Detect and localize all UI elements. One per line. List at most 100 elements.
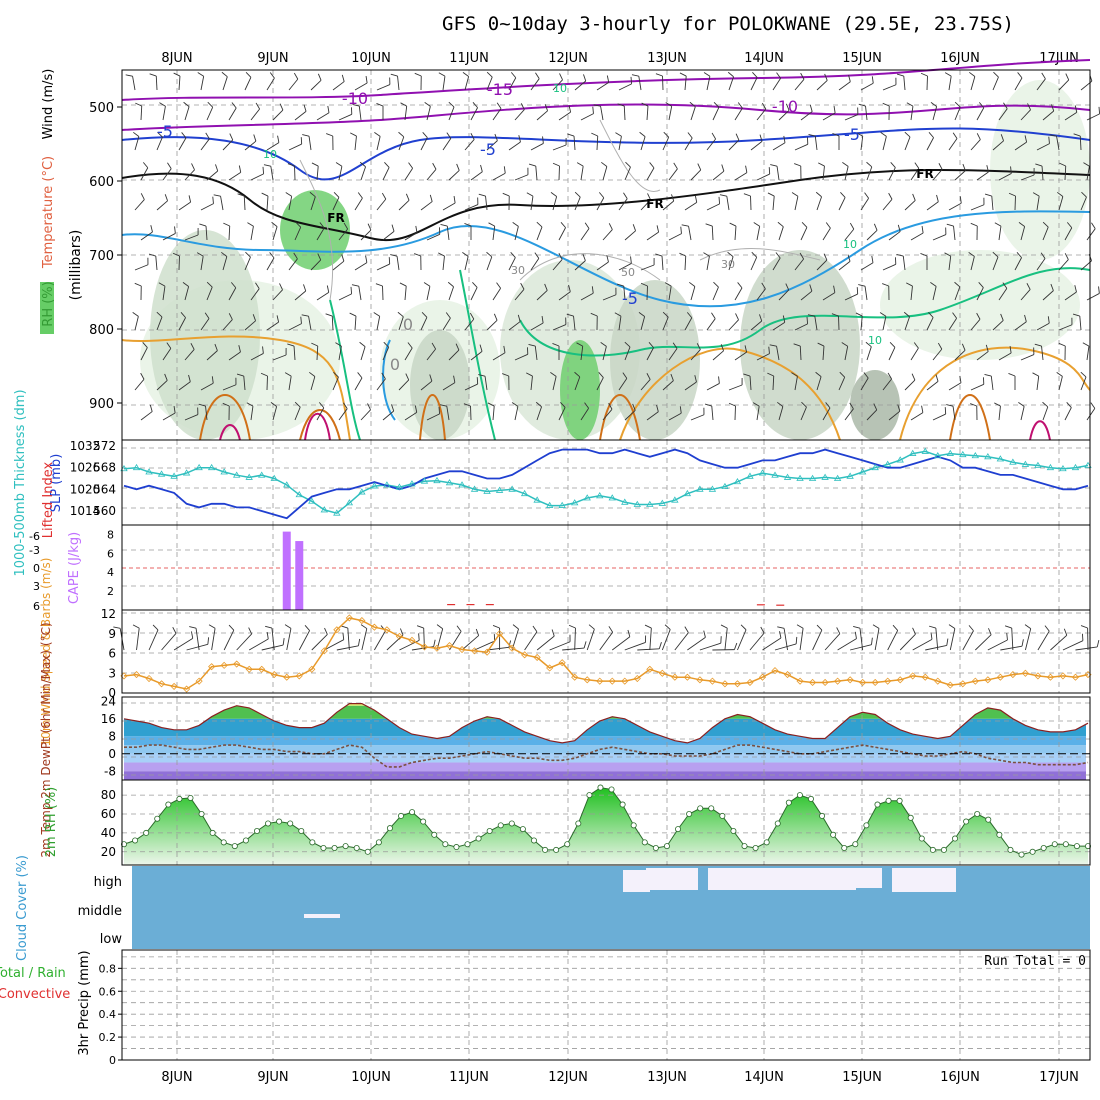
wind-speed-point xyxy=(871,678,879,687)
wind-barb-flag xyxy=(639,131,646,137)
wind-barb-flag xyxy=(728,402,736,407)
wind-speed-point xyxy=(533,653,541,662)
wind-barb xyxy=(508,321,521,331)
wind-barb-flag xyxy=(260,372,268,377)
wind-barb xyxy=(162,233,176,241)
wind-barb xyxy=(535,166,538,181)
wind-barb xyxy=(580,346,584,361)
wind-barb xyxy=(844,114,859,121)
wind-barb-flag xyxy=(1032,372,1039,377)
wind-barb xyxy=(935,628,939,651)
wind-barb-flag xyxy=(383,341,390,348)
wind-barb-flag xyxy=(132,624,140,629)
wind-barb xyxy=(799,628,804,651)
wind-barb xyxy=(661,629,671,651)
wind-barb-flag xyxy=(1042,401,1049,408)
wind-barb-flag xyxy=(753,222,760,227)
wind-barb xyxy=(749,376,752,391)
wind-barb-flag xyxy=(672,342,678,349)
wind-barb-flag xyxy=(479,344,483,352)
wind-barb xyxy=(646,167,655,181)
wind-barb xyxy=(448,170,460,181)
wind-barb-flag xyxy=(969,71,976,77)
wind-barb-flag xyxy=(759,134,763,142)
wind-barb xyxy=(446,226,450,241)
wind-barb xyxy=(420,317,428,331)
wind-barb xyxy=(530,322,544,331)
wind-barb-flag xyxy=(648,342,654,348)
rh-point xyxy=(719,812,726,819)
rh-point xyxy=(386,825,393,832)
wind-barb xyxy=(844,408,854,421)
wind-barb-flag xyxy=(785,283,790,291)
wind-speed-point xyxy=(420,643,429,651)
wind-barb xyxy=(426,348,436,361)
contour-label: -15 xyxy=(487,80,513,99)
cloud-gap xyxy=(623,870,650,892)
wind-barb xyxy=(514,174,529,181)
wind-barb xyxy=(426,168,437,181)
wind-barb xyxy=(662,380,674,391)
wind-barb xyxy=(250,173,264,181)
wind-barb xyxy=(448,349,460,361)
thickness-point xyxy=(596,492,604,499)
wind-barb xyxy=(1086,113,1100,121)
contour-label: 10 xyxy=(263,148,277,161)
wind-barb-flag xyxy=(687,132,693,139)
wind-barb-flag xyxy=(871,637,873,645)
rh-point xyxy=(1029,848,1036,855)
wind-barb xyxy=(712,107,720,121)
rh-shading xyxy=(560,340,600,440)
wind-barb-flag xyxy=(713,101,720,108)
wind-speed-point xyxy=(721,680,729,688)
wind-barb-flag xyxy=(568,105,572,113)
wind-barb xyxy=(646,347,654,361)
wind-speed-point xyxy=(658,669,666,677)
wind-barb xyxy=(222,384,237,391)
wind-barb-flag xyxy=(418,633,420,641)
wind-barb-flag xyxy=(535,72,540,79)
wind-barb xyxy=(1058,79,1070,91)
y-tick-label-right: 4 xyxy=(107,566,114,579)
wind-barb xyxy=(178,317,186,331)
thickness-point xyxy=(608,494,616,501)
wind-barb xyxy=(524,631,538,651)
rh-point xyxy=(420,818,427,825)
wind-barb xyxy=(288,258,298,271)
thickness-point xyxy=(1034,461,1042,468)
wind-barb-flag xyxy=(801,401,807,408)
y-tick-label: 20 xyxy=(101,845,116,859)
thickness-point xyxy=(308,497,316,504)
wind-barb-flag xyxy=(921,226,924,234)
wind-barb xyxy=(860,377,869,391)
thickness-point xyxy=(934,451,942,459)
x-tick-label-bottom: 8JUN xyxy=(161,1070,192,1085)
wind-speed-point xyxy=(220,661,228,669)
wind-barb-flag xyxy=(777,401,784,407)
wind-barb xyxy=(155,75,158,91)
x-tick-label-bottom: 14JUN xyxy=(744,1070,784,1085)
wind-barb-flag xyxy=(1059,162,1066,167)
y-tick-label: 0 xyxy=(108,747,116,761)
wind-barb xyxy=(360,229,372,241)
wind-barb xyxy=(316,166,319,181)
y-tick-label-right: 1020 xyxy=(70,482,101,496)
rh-point xyxy=(918,835,925,842)
wind-barb-flag xyxy=(494,133,498,141)
wind-barb-flag xyxy=(496,102,502,109)
wind-barb-flag xyxy=(1026,283,1031,290)
rh-point xyxy=(231,843,238,850)
wind-barb-flag xyxy=(228,313,233,320)
wind-barb xyxy=(623,286,626,301)
wind-barb xyxy=(684,137,693,151)
wind-barb-flag xyxy=(167,162,172,169)
wind-barb xyxy=(970,76,976,91)
thickness-point xyxy=(1071,463,1080,471)
wind-barb-flag xyxy=(463,403,471,407)
wind-barb xyxy=(684,255,687,271)
thickness-point xyxy=(157,470,166,477)
rh-point xyxy=(641,839,648,846)
wind-barb xyxy=(882,84,897,91)
rh-point xyxy=(586,792,593,799)
wind-barb-flag xyxy=(631,74,639,77)
